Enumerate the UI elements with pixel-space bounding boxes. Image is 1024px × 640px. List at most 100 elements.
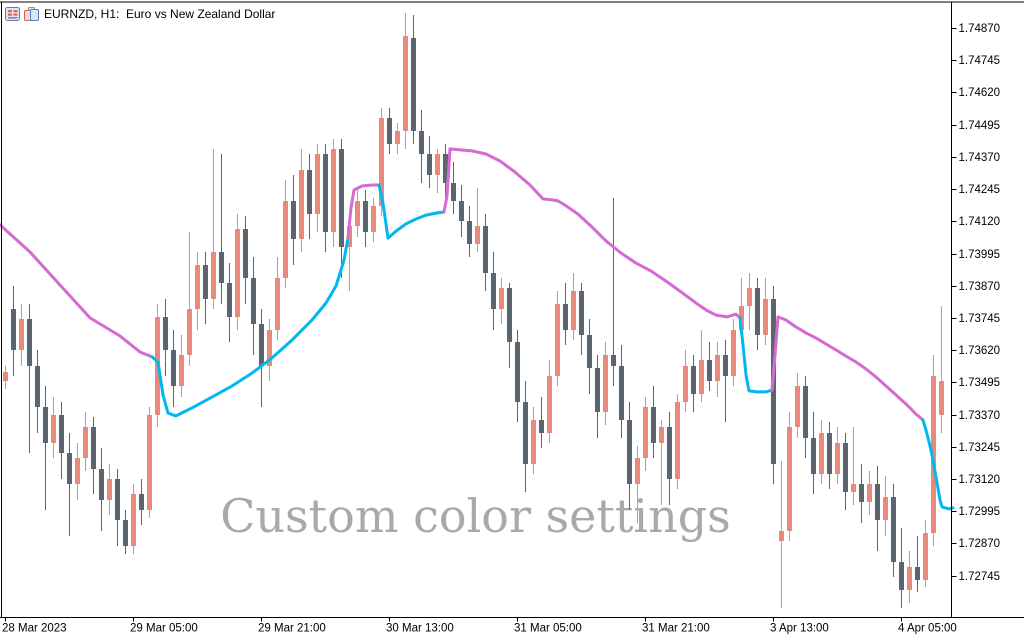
candle-body [419, 131, 424, 154]
price-tick-label: 1.72870 [959, 538, 1001, 550]
ma-segment-up [150, 236, 350, 418]
time-tick-label: 3 Apr 13:00 [770, 623, 829, 635]
candle-body [283, 201, 288, 278]
candle-body [35, 366, 40, 407]
candle-body [763, 299, 768, 335]
candle-body [747, 288, 752, 306]
candle-body [291, 201, 296, 239]
ma-segment-up [738, 316, 774, 394]
candle-body [323, 154, 328, 232]
candle-body [275, 278, 280, 330]
price-tick-label: 1.73870 [959, 281, 1001, 293]
time-tick-label: 28 Mar 2023 [2, 623, 67, 635]
candle-body [259, 324, 264, 366]
price-tick-label: 1.74870 [959, 23, 1001, 35]
candle-body [555, 304, 560, 376]
candle-body [571, 291, 576, 330]
ma-segment-up [377, 183, 446, 240]
price-tick-label: 1.74245 [959, 184, 1001, 196]
time-tick-label: 30 Mar 13:00 [386, 623, 454, 635]
candle-body [675, 402, 680, 479]
ma-segment-down [442, 147, 742, 320]
candle-body [595, 368, 600, 412]
candle-body [915, 567, 920, 580]
price-tick-label: 1.74620 [959, 87, 1001, 99]
candle-body [379, 118, 384, 206]
candle-body [691, 366, 696, 394]
chart-frame [0, 1, 1024, 618]
candle-body [787, 427, 792, 531]
price-tick-label: 1.74120 [959, 216, 1001, 228]
candle-body [651, 407, 656, 443]
candle-body [43, 407, 48, 443]
price-tick-label: 1.73370 [959, 410, 1001, 422]
ma-segment-up [921, 418, 955, 511]
candle-body [579, 291, 584, 335]
price-tick-label: 1.72995 [959, 506, 1001, 518]
candle-body [731, 330, 736, 376]
candle-body [251, 278, 256, 324]
candle-body [507, 288, 512, 342]
candle-body [467, 221, 472, 244]
candle-body [627, 420, 632, 484]
candle-body [187, 309, 192, 355]
time-axis[interactable]: 28 Mar 2023 29 Mar 05:00 29 Mar 21:00 30 Ma… [2, 617, 957, 635]
candle-body [811, 438, 816, 474]
candle-body [395, 131, 400, 144]
ma-line-layer [0, 147, 955, 511]
candle-body [131, 494, 136, 546]
candle-body [315, 154, 320, 214]
candle-body [843, 443, 848, 492]
candle-body [515, 342, 520, 402]
candle-body [99, 469, 104, 500]
candle-body [483, 226, 488, 273]
candle-body [83, 427, 88, 458]
candle-body [171, 350, 176, 386]
candle-body [363, 201, 368, 232]
candle-body [19, 319, 24, 350]
candle-body [587, 335, 592, 368]
candle-body [203, 265, 208, 299]
ma-segment-down [346, 183, 381, 240]
candle-body [803, 386, 808, 438]
time-tick-label: 29 Mar 05:00 [130, 623, 198, 635]
candle-body [339, 149, 344, 247]
candle-body [115, 479, 120, 520]
candle-body [51, 415, 56, 443]
candle-body [499, 288, 504, 309]
candle-body [643, 407, 648, 458]
candle-body [699, 360, 704, 394]
candle-body [875, 484, 880, 520]
price-tick-label: 1.73495 [959, 377, 1001, 389]
candle-body [123, 520, 128, 546]
candle-body [371, 206, 376, 232]
candle-body [67, 453, 72, 484]
candle-body [715, 355, 720, 381]
time-tick-label: 31 Mar 05:00 [514, 623, 582, 635]
candle-body [611, 355, 616, 366]
candle-body [931, 376, 936, 533]
candle-body [867, 484, 872, 502]
candle-body [475, 226, 480, 244]
candle-body [891, 497, 896, 562]
candle-body [435, 154, 440, 175]
candle-body [603, 355, 608, 412]
price-tick-label: 1.74745 [959, 55, 1001, 67]
candle-body [219, 252, 224, 283]
candle-body [851, 484, 856, 492]
candle-body [707, 360, 712, 381]
candle-body [755, 288, 760, 335]
price-tick-label: 1.72745 [959, 571, 1001, 583]
candle-body [147, 415, 152, 510]
price-tick-label: 1.73745 [959, 313, 1001, 325]
price-axis[interactable]: 1.74870 1.74745 1.74620 1.74495 1.74370 1.742… [951, 23, 1001, 583]
candle-body [75, 458, 80, 484]
candle-body [11, 309, 16, 350]
price-tick-label: 1.73245 [959, 442, 1001, 454]
candle-body [91, 427, 96, 469]
candle-body [443, 154, 448, 183]
candle-body [923, 533, 928, 580]
candle-body [667, 427, 672, 479]
